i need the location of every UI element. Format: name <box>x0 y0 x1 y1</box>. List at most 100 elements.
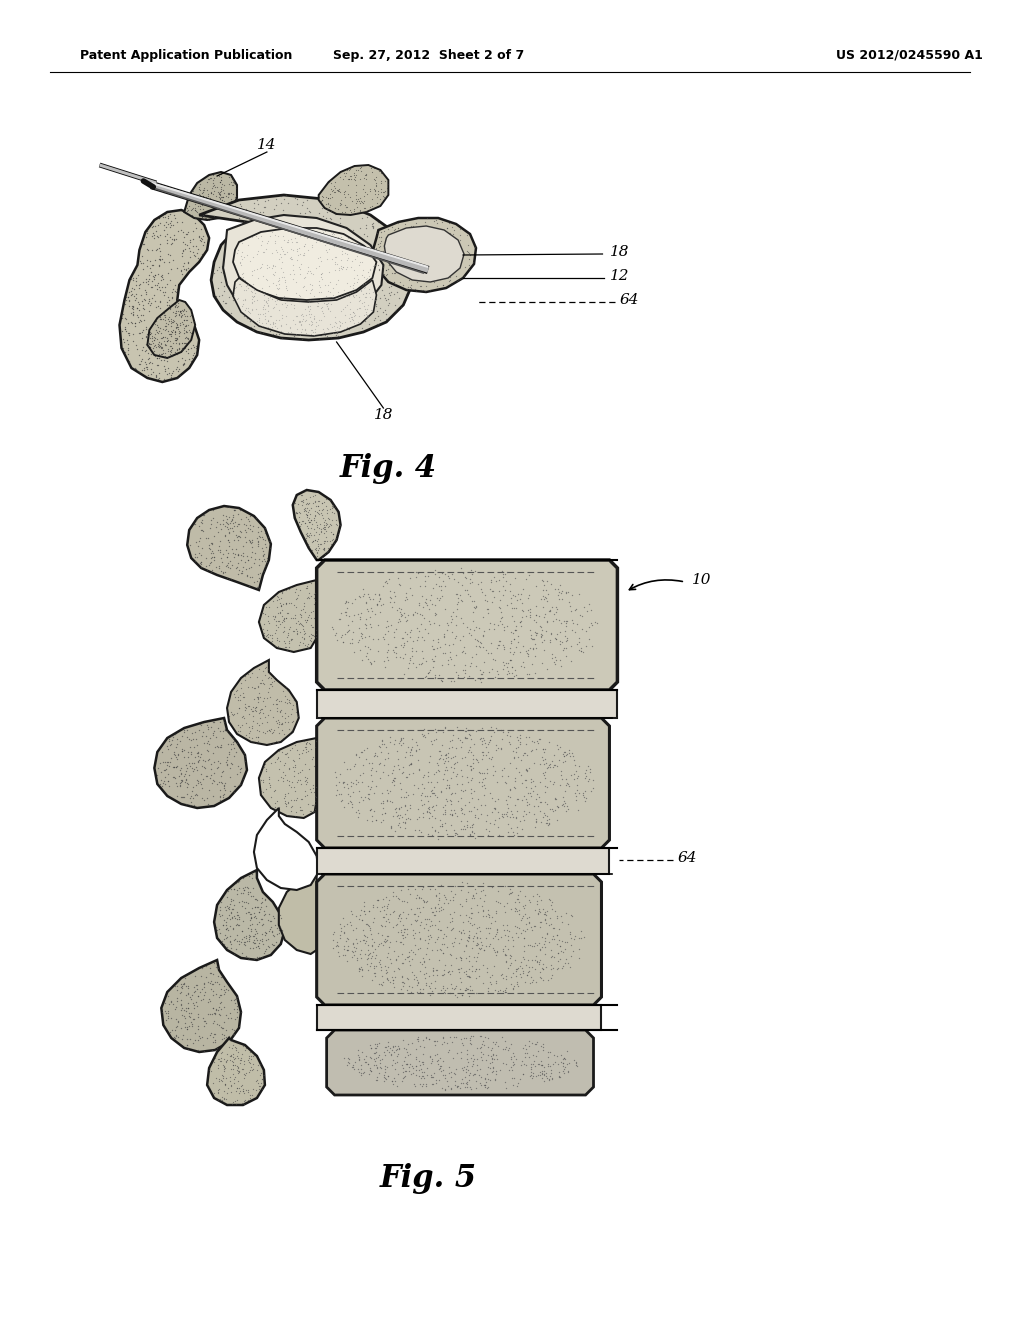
Point <box>387 300 403 321</box>
Point <box>270 636 287 657</box>
Point <box>402 981 419 1002</box>
Point <box>482 813 499 834</box>
Point <box>278 255 294 276</box>
Point <box>213 261 229 282</box>
Point <box>226 1048 243 1069</box>
Point <box>404 1055 421 1076</box>
Point <box>402 215 419 236</box>
Point <box>247 862 263 883</box>
Point <box>486 956 503 977</box>
Point <box>479 742 496 763</box>
Point <box>368 238 384 259</box>
Point <box>118 286 134 308</box>
Point <box>420 762 436 783</box>
Point <box>482 974 499 995</box>
Point <box>190 1030 207 1051</box>
Point <box>173 763 189 784</box>
Point <box>355 754 372 775</box>
Point <box>444 1047 461 1068</box>
Point <box>306 799 323 820</box>
Point <box>168 300 184 321</box>
Point <box>181 186 198 207</box>
Point <box>319 187 336 209</box>
Point <box>488 1061 505 1082</box>
Point <box>319 298 336 319</box>
Point <box>211 772 227 793</box>
Point <box>173 974 189 995</box>
Point <box>157 315 173 337</box>
Point <box>407 238 423 259</box>
Point <box>174 312 190 333</box>
Point <box>239 246 255 267</box>
Point <box>300 624 316 645</box>
Point <box>251 308 267 329</box>
Point <box>151 367 167 388</box>
Point <box>220 898 237 919</box>
Point <box>354 318 371 339</box>
Point <box>262 673 279 694</box>
Point <box>371 259 387 280</box>
Point <box>362 942 379 964</box>
Point <box>321 508 337 529</box>
Point <box>546 603 562 624</box>
Point <box>267 309 284 330</box>
Point <box>290 284 306 305</box>
Point <box>457 1067 473 1088</box>
Point <box>163 323 179 345</box>
Point <box>526 731 543 752</box>
Point <box>544 751 560 772</box>
Point <box>205 998 221 1019</box>
Point <box>357 593 374 614</box>
Point <box>498 965 514 986</box>
Point <box>377 803 393 824</box>
Text: 10: 10 <box>692 573 712 587</box>
Point <box>395 239 412 260</box>
Point <box>505 807 521 828</box>
Point <box>350 585 367 606</box>
Point <box>262 911 279 932</box>
Point <box>472 1047 488 1068</box>
Point <box>159 294 175 315</box>
Point <box>391 932 408 953</box>
Point <box>356 186 373 207</box>
Point <box>240 1089 256 1110</box>
Point <box>573 618 590 639</box>
Point <box>304 319 321 341</box>
Point <box>401 809 418 830</box>
Point <box>291 614 307 635</box>
Point <box>334 240 350 261</box>
Point <box>175 1024 191 1045</box>
Point <box>559 796 575 817</box>
Point <box>260 230 276 251</box>
Point <box>155 343 171 364</box>
Point <box>248 907 264 928</box>
Point <box>248 888 264 909</box>
Point <box>474 727 490 748</box>
Point <box>144 226 161 247</box>
Point <box>378 289 394 310</box>
Point <box>487 739 504 760</box>
Point <box>157 1001 173 1022</box>
Point <box>205 1032 221 1053</box>
Point <box>347 940 364 961</box>
Text: 18: 18 <box>609 246 629 259</box>
Point <box>250 727 266 748</box>
Point <box>473 795 489 816</box>
Point <box>433 780 450 801</box>
Point <box>453 585 469 606</box>
Point <box>144 362 161 383</box>
Point <box>556 791 572 812</box>
Point <box>160 358 176 379</box>
Point <box>434 255 451 276</box>
Point <box>406 965 422 986</box>
Point <box>295 632 311 653</box>
Point <box>229 515 246 536</box>
Point <box>229 288 246 309</box>
Point <box>474 606 490 627</box>
Point <box>556 1048 572 1069</box>
Point <box>245 886 261 907</box>
Point <box>398 279 415 300</box>
Point <box>438 888 455 909</box>
Point <box>465 610 481 631</box>
Point <box>151 347 167 368</box>
